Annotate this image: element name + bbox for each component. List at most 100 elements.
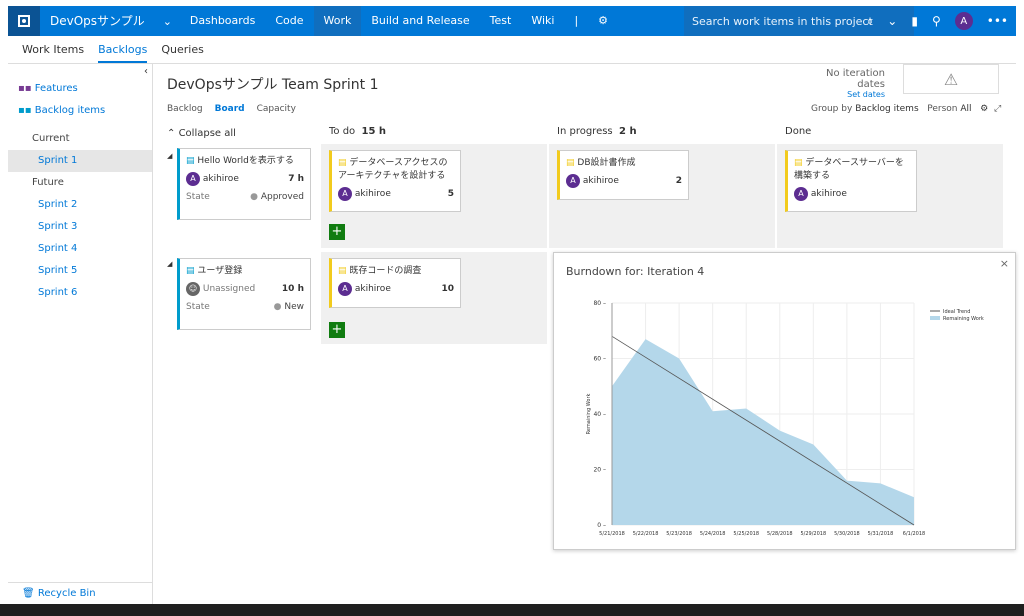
page-title: DevOpsサンプル Team Sprint 1: [167, 77, 379, 93]
assignee-name: akihiroe: [354, 284, 391, 294]
collapse-all-button[interactable]: ⌃ Collapse all: [167, 128, 236, 139]
card-task-db-server[interactable]: ▤ データベースサーバーを構築する A akihiroe: [785, 150, 917, 212]
card-title-text: Hello Worldを表示する: [197, 156, 294, 166]
burndown-chart: 0 – 20 – 40 – 60 – 80 – 5/21/2018 5/22/2018 5/2…: [586, 300, 984, 537]
settings-icon[interactable]: ⚙: [980, 104, 989, 114]
person-label: Person: [927, 104, 958, 114]
shopping-bag-icon[interactable]: ▮: [911, 14, 918, 28]
x-tick-label: 5/29/2018: [801, 531, 827, 537]
x-tick-label: 5/24/2018: [700, 531, 726, 537]
taskbar: [0, 604, 1024, 616]
sidebar-item-sprint-6[interactable]: Sprint 6: [38, 287, 78, 298]
x-tick-label: 6/1/2018: [903, 531, 925, 537]
collapse-sidebar-icon[interactable]: ‹: [144, 66, 148, 77]
tab-backlog[interactable]: Backlog: [167, 104, 203, 114]
task-icon: ▤: [566, 158, 575, 168]
add-task-button[interactable]: +: [329, 322, 345, 338]
sidebar-item-sprint-1[interactable]: Sprint 1: [8, 150, 152, 172]
card-assignee[interactable]: A akihiroe 7 h: [186, 172, 304, 186]
group-by-label: Group by: [811, 104, 853, 114]
column-name: To do: [329, 126, 356, 137]
more-icon[interactable]: •••: [986, 14, 1008, 28]
sub-navigation: Work Items Backlogs Queries: [8, 36, 1016, 64]
state-value[interactable]: New: [284, 302, 304, 312]
card-title[interactable]: ▤ Hello Worldを表示する: [186, 153, 304, 166]
set-dates-link[interactable]: Set dates: [847, 90, 885, 99]
avatar: A: [794, 187, 808, 201]
sidebar-item-sprint-3[interactable]: Sprint 3: [38, 221, 78, 232]
tab-board[interactable]: Board: [214, 104, 245, 114]
hub-nav: Dashboards Code Work Build and Release T…: [180, 6, 618, 36]
tab-backlogs[interactable]: Backlogs: [98, 43, 148, 63]
sidebar-item-backlog-items[interactable]: ▪▪ Backlog items: [8, 100, 152, 122]
column-count: 2 h: [619, 126, 637, 137]
assignee-name: akihiroe: [202, 174, 239, 184]
gear-icon[interactable]: ⚙: [598, 14, 609, 27]
y-tick-label: 40 –: [593, 411, 606, 418]
avatar[interactable]: A: [954, 12, 973, 30]
task-icon: ▤: [338, 158, 347, 168]
nav-work[interactable]: Work: [313, 6, 362, 36]
chevron-down-icon[interactable]: ⌄: [887, 14, 898, 28]
expand-row-icon[interactable]: ◢: [167, 260, 173, 268]
column-name: In progress: [557, 126, 613, 137]
project-name[interactable]: DevOpsサンプル: [50, 14, 145, 28]
pbi-icon: ▤: [186, 156, 195, 166]
state-value[interactable]: Approved: [260, 192, 304, 202]
nav-dashboards[interactable]: Dashboards: [189, 14, 256, 27]
fullscreen-icon[interactable]: ⤢: [993, 104, 1002, 114]
iteration-dates: No iteration dates Set dates: [799, 68, 885, 99]
top-icons: ⌕ ⌄ ▮ ⚲ A •••: [867, 12, 1008, 30]
expand-row-icon[interactable]: ◢: [167, 152, 173, 160]
search-input[interactable]: Search work items in this project: [684, 6, 914, 36]
sidebar-item-sprint-4[interactable]: Sprint 4: [38, 243, 78, 254]
card-pbi-user-registration[interactable]: ▤ ユーザ登録 ☺ Unassigned 10 h State ● New: [177, 258, 311, 330]
sidebar-item-label: Backlog items: [34, 105, 106, 116]
state-dot-icon: ●: [250, 192, 258, 202]
sidebar-item-sprint-2[interactable]: Sprint 2: [38, 199, 78, 210]
card-pbi-hello-world[interactable]: ▤ Hello Worldを表示する A akihiroe 7 h State ● …: [177, 148, 311, 220]
close-icon[interactable]: ×: [999, 257, 1009, 270]
vsts-logo-icon[interactable]: [8, 6, 40, 36]
card-hours: 10 h: [281, 284, 304, 294]
features-icon: ▪▪: [18, 83, 32, 94]
burndown-title: Burndown for: Iteration 4: [566, 265, 705, 278]
avatar: A: [338, 187, 352, 201]
sidebar-heading-current: Current: [32, 133, 70, 144]
card-task-db-architecture[interactable]: ▤ データベースアクセスのアーキテクチャを設計する A akihiroe 5: [329, 150, 461, 212]
assignee-name: akihiroe: [354, 189, 391, 199]
search-icon[interactable]: ⌕: [866, 13, 874, 28]
group-by-value[interactable]: Backlog items: [855, 104, 919, 114]
task-icon: ▤: [794, 158, 803, 168]
state-label: State: [186, 192, 210, 202]
tab-capacity[interactable]: Capacity: [256, 104, 296, 114]
card-task-existing-code[interactable]: ▤ 既存コードの調査 A akihiroe 10: [329, 258, 461, 308]
column-count: 15 h: [361, 126, 387, 137]
tab-queries[interactable]: Queries: [161, 43, 204, 56]
add-task-button[interactable]: +: [329, 224, 345, 240]
assignee-name: Unassigned: [202, 284, 256, 294]
x-tick-label: 5/21/2018: [599, 531, 625, 537]
task-icon: ▤: [338, 266, 347, 276]
chevron-down-icon[interactable]: ⌄: [162, 14, 172, 28]
sidebar-item-features[interactable]: ▪▪ Features: [8, 78, 152, 100]
y-axis-label: Remaining Work: [586, 394, 592, 435]
card-title-text: データベースアクセスのアーキテクチャを設計する: [338, 158, 448, 181]
backlog-sidebar: ‹ ▪▪ Features ▪▪ Backlog items Current S…: [8, 64, 153, 604]
nav-build-release[interactable]: Build and Release: [371, 14, 470, 27]
nav-code[interactable]: Code: [275, 14, 304, 27]
recycle-bin-link[interactable]: 🗑 Recycle Bin: [8, 582, 153, 604]
nav-test[interactable]: Test: [489, 14, 512, 27]
x-tick-label: 5/23/2018: [666, 531, 692, 537]
person-filter[interactable]: All: [960, 104, 972, 114]
help-icon[interactable]: ⚲: [931, 14, 941, 28]
nav-wiki[interactable]: Wiki: [531, 14, 555, 27]
card-task-db-design-doc[interactable]: ▤ DB設計書作成 A akihiroe 2: [557, 150, 689, 200]
y-tick-label: 60 –: [593, 356, 606, 363]
y-tick-label: 80 –: [593, 300, 606, 307]
tab-work-items[interactable]: Work Items: [22, 43, 85, 56]
y-tick-label: 20 –: [593, 467, 606, 474]
sidebar-item-sprint-5[interactable]: Sprint 5: [38, 265, 78, 276]
pbi-icon: ▤: [186, 266, 195, 276]
trash-icon: 🗑: [22, 588, 35, 599]
